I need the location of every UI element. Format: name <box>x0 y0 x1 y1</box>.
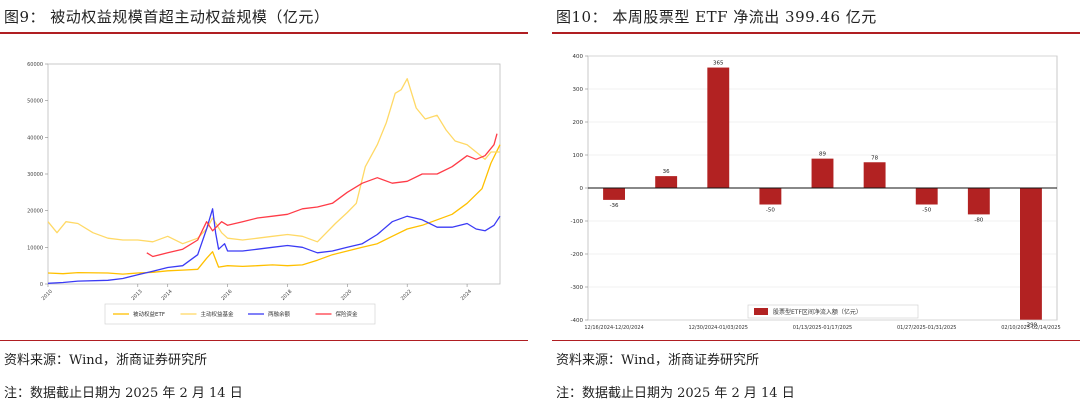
y-tick-label: -300 <box>571 285 584 291</box>
series-line <box>47 208 501 284</box>
y-tick-label: 30000 <box>27 172 43 178</box>
y-tick-label: 100 <box>573 153 584 159</box>
x-tick-label: 2010 <box>41 289 54 302</box>
left-source: 资料来源：Wind，浙商证券研究所 <box>4 353 207 368</box>
y-tick-label: 0 <box>580 186 584 192</box>
bar <box>603 188 625 200</box>
series-line <box>146 133 498 258</box>
series-line <box>47 78 500 245</box>
y-tick-label: -200 <box>571 252 584 258</box>
y-tick-label: 40000 <box>27 135 43 141</box>
bar-value-label: -399 <box>1025 323 1038 329</box>
series-line <box>47 144 501 275</box>
right-source: 资料来源：Wind，浙商证券研究所 <box>556 353 759 368</box>
right-chart-title: 图10： 本周股票型 ETF 净流出 399.46 亿元 <box>556 8 877 26</box>
y-tick-label: 50000 <box>27 99 43 105</box>
bar-value-label: 78 <box>871 155 878 161</box>
y-tick-label: 300 <box>573 87 584 93</box>
y-tick-label: 10000 <box>27 245 43 251</box>
left-bottom-rule <box>0 340 528 341</box>
x-tick-label: 01/13/2025-01/17/2025 <box>793 325 852 331</box>
right-title-rule <box>552 32 1080 34</box>
x-tick-label: 02/10/2025-02/14/2025 <box>1001 325 1060 331</box>
y-tick-label: 200 <box>573 120 584 126</box>
bar-value-label: 89 <box>819 152 826 158</box>
x-tick-label: 2024 <box>460 289 473 302</box>
bar-value-label: 365 <box>713 61 724 67</box>
right-panel: 图10： 本周股票型 ETF 净流出 399.46 亿元 -400 -300 -20… <box>552 0 1080 408</box>
legend-label: 被动权益ETF <box>133 310 165 318</box>
x-tick-label: 2016 <box>220 289 233 302</box>
y-tick-label: -400 <box>571 318 584 324</box>
y-tick-label: 400 <box>573 54 584 60</box>
scale-line-chart: 0 10000 20000 30000 40000 50000 60000 2010 2013 2… <box>27 62 501 325</box>
bar-value-label: 36 <box>663 169 670 175</box>
bar <box>707 67 730 188</box>
legend-label: 两融余额 <box>268 310 291 318</box>
right-bottom-rule <box>552 340 1080 341</box>
right-note: 注：数据截止日期为 2025 年 2 月 14 日 <box>556 386 795 401</box>
bar <box>655 176 678 188</box>
x-tick-label: 01/27/2025-01/31/2025 <box>897 325 956 331</box>
bar-value-label: -50 <box>922 208 931 214</box>
x-tick-label: 2020 <box>340 289 353 302</box>
legend-swatch <box>754 308 768 315</box>
y-tick-label: -100 <box>571 219 584 225</box>
x-tick-label: 2013 <box>130 289 143 302</box>
bar <box>811 158 834 188</box>
left-panel: 图9： 被动权益规模首超主动权益规模（亿元） 0 10000 20000 30000 4… <box>0 0 528 408</box>
legend-label: 主动权益基金 <box>201 310 235 318</box>
bar <box>967 188 990 215</box>
legend-box <box>747 304 919 319</box>
bar-value-label: -50 <box>766 208 775 214</box>
left-title-rule <box>0 32 528 34</box>
bar <box>863 162 886 188</box>
y-tick-label: 0 <box>40 282 43 288</box>
x-tick-label: 2022 <box>400 289 413 302</box>
bar <box>915 188 938 205</box>
bar <box>1020 188 1042 320</box>
bar-value-label: -80 <box>974 217 983 223</box>
etf-flow-bar-chart: -400 -300 -200 -100 0 100 200 300 400 -36 36 365 -50… <box>571 54 1061 331</box>
x-tick-label: 12/16/2024-12/20/2024 <box>584 325 643 331</box>
x-tick-label: 12/30/2024-01/03/2025 <box>689 325 748 331</box>
legend-box <box>104 303 376 325</box>
x-tick-label: 2014 <box>160 289 173 302</box>
y-tick-label: 20000 <box>27 209 43 215</box>
x-tick-label: 2018 <box>280 289 293 302</box>
legend-label: 保险资金 <box>336 310 359 318</box>
bar-value-label: -36 <box>610 203 619 209</box>
legend-label: 股票型ETF区间净流入额（亿元） <box>773 308 862 316</box>
left-chart-title: 图9： 被动权益规模首超主动权益规模（亿元） <box>4 8 330 26</box>
y-tick-label: 60000 <box>27 62 43 68</box>
left-note: 注：数据截止日期为 2025 年 2 月 14 日 <box>4 386 243 401</box>
bar <box>759 188 782 205</box>
